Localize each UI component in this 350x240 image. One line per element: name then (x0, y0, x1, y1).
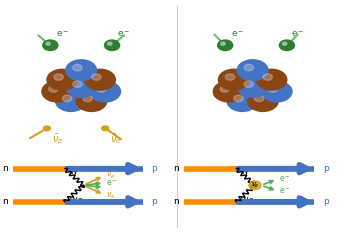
Text: $\bar{\nu}_e$: $\bar{\nu}_e$ (52, 132, 63, 146)
Text: e$^-$: e$^-$ (56, 30, 69, 39)
Circle shape (65, 59, 97, 81)
Circle shape (97, 86, 106, 92)
Circle shape (62, 95, 72, 102)
Text: e$^-$: e$^-$ (291, 30, 304, 39)
Text: W$^-$: W$^-$ (69, 195, 84, 206)
Circle shape (92, 74, 101, 80)
Circle shape (73, 64, 82, 71)
Circle shape (41, 80, 73, 103)
Text: p: p (152, 164, 157, 173)
Circle shape (247, 90, 279, 112)
Circle shape (105, 40, 120, 50)
Circle shape (225, 74, 235, 80)
Circle shape (220, 42, 225, 45)
Circle shape (234, 95, 243, 102)
Text: n: n (173, 164, 179, 173)
Circle shape (46, 42, 50, 45)
Circle shape (226, 90, 258, 112)
Text: p: p (323, 164, 329, 173)
Text: W$^-$: W$^-$ (69, 165, 84, 176)
Text: e$^-$: e$^-$ (279, 187, 291, 197)
Circle shape (55, 90, 87, 112)
Text: n: n (2, 197, 7, 206)
Circle shape (237, 59, 269, 81)
Text: $\nu_e$: $\nu_e$ (251, 181, 259, 190)
Circle shape (220, 86, 230, 92)
Circle shape (76, 90, 107, 112)
Circle shape (54, 74, 63, 80)
Text: W$^-$: W$^-$ (240, 165, 254, 176)
Circle shape (73, 81, 82, 87)
Circle shape (83, 95, 92, 102)
Circle shape (43, 40, 58, 50)
Text: e$^-$: e$^-$ (279, 174, 291, 184)
Text: n: n (2, 164, 7, 173)
Circle shape (244, 64, 253, 71)
Text: W$^-$: W$^-$ (240, 195, 254, 206)
Text: $\nu_e$: $\nu_e$ (106, 190, 115, 201)
Text: e$^-$: e$^-$ (106, 178, 118, 188)
Circle shape (212, 80, 245, 103)
Text: e$^-$: e$^-$ (117, 30, 130, 39)
Circle shape (218, 69, 250, 91)
Circle shape (102, 126, 108, 131)
Circle shape (89, 80, 121, 103)
Circle shape (261, 80, 293, 103)
Text: $\bar{\nu}_e$: $\bar{\nu}_e$ (106, 169, 115, 181)
Text: p: p (152, 197, 157, 206)
Circle shape (282, 42, 287, 45)
Circle shape (249, 181, 261, 190)
Circle shape (279, 40, 294, 50)
Text: p: p (323, 197, 329, 206)
Text: n: n (173, 197, 179, 206)
Circle shape (256, 69, 287, 91)
Circle shape (268, 86, 278, 92)
Circle shape (46, 69, 78, 91)
Circle shape (254, 95, 264, 102)
Circle shape (244, 81, 253, 87)
Circle shape (218, 40, 233, 50)
Circle shape (43, 126, 50, 131)
Circle shape (84, 69, 116, 91)
Text: $\bar{\nu}_e$: $\bar{\nu}_e$ (110, 132, 122, 146)
Circle shape (263, 74, 272, 80)
Circle shape (237, 76, 269, 98)
Circle shape (49, 86, 58, 92)
Text: e$^-$: e$^-$ (231, 30, 244, 39)
Circle shape (107, 42, 112, 45)
Circle shape (65, 76, 97, 98)
